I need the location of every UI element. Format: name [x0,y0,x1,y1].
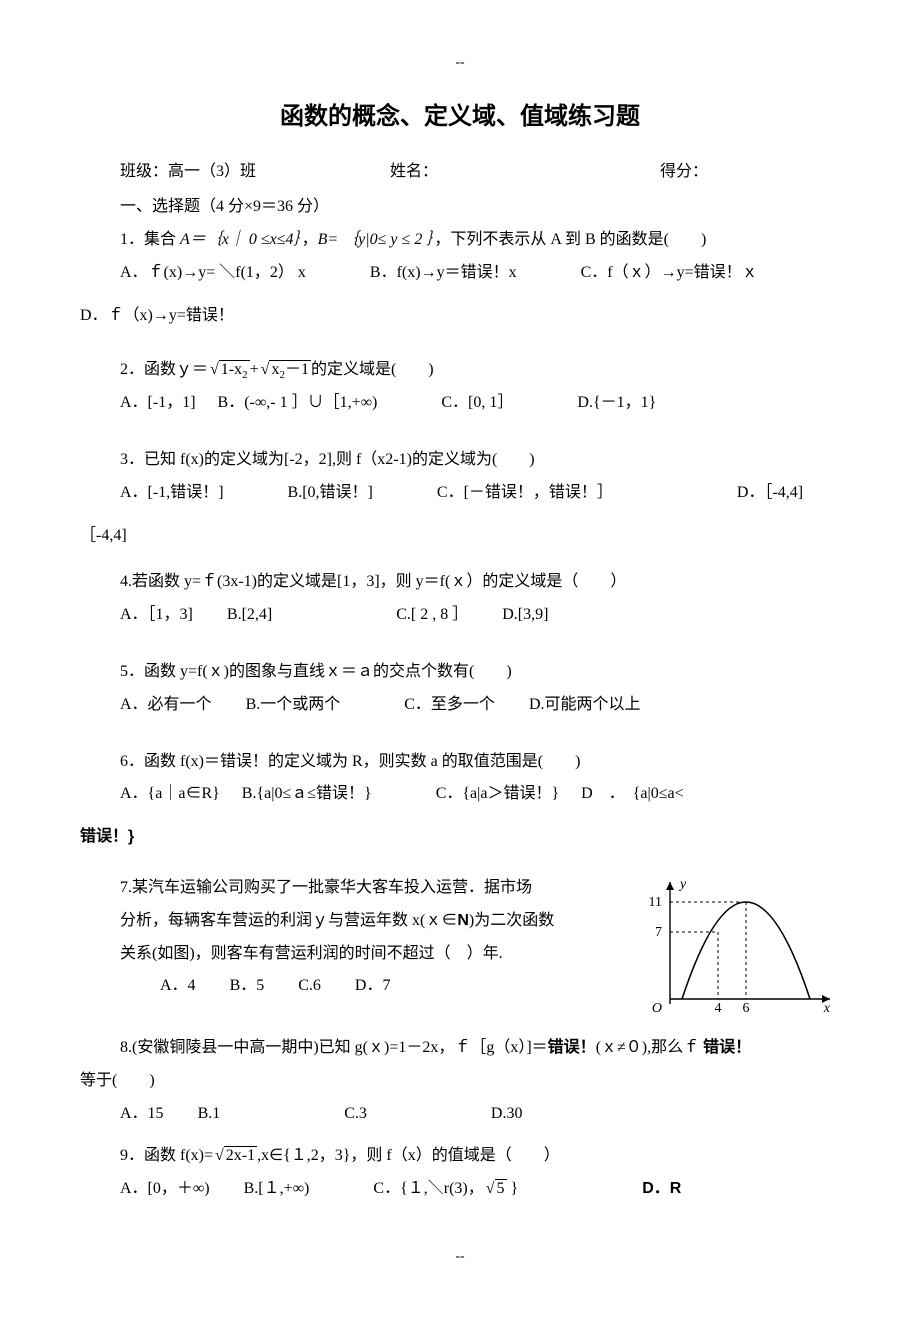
q9-options: A．[0，＋∞) B.[１,+∞) C．{１,＼r(3)，5 } D．R [80,1175,840,1204]
q7-chart: x y O 11 7 4 6 [640,874,840,1014]
q2-options: A．[-1，1] B．(-∞,- 1 ］∪［1,+∞) C．[0, 1］ D.{… [80,389,840,418]
q2-optD: D.{－1，1} [577,394,656,411]
q2-optC: C．[0, 1］ [441,394,513,411]
question-7-block: x y O 11 7 4 6 7.某汽车运输公司购买了一批豪华大客车投入运营．据… [80,874,840,1001]
q3-optC: C．[－错误！，错误！］ [437,484,613,501]
student-info-line: 班级：高一（3）班 姓名： 得分： [80,158,840,187]
question-5: 5．函数 y=f(ｘ)的图象与直线ｘ＝ａ的交点个数有( ) [80,658,840,687]
q6-optA: A．{a｜a∈R} [120,785,220,802]
section-1-heading: 一、选择题（4 分×9＝36 分） [80,193,840,222]
q1-optD: D．ｆ（x)→y=错误！ [80,307,234,324]
q9-optC: C．{１,＼r(3)，5 } [373,1180,518,1197]
q3-optD-tail: ［-4,4] [80,522,840,551]
page-header-dash: -- [80,50,840,75]
class-label: 班级：高一（3）班 [120,158,390,187]
q1-optA: A．ｆ(x)→y= ＼f(1，2） x [120,264,306,281]
q2-optA: A．[-1，1] [120,394,196,411]
question-8: 8.(安徽铜陵县一中高一期中)已知 g(ｘ)=1－2x，ｆ［g（x）]＝错误！(… [80,1034,840,1063]
q6-optC: C．{a|a＞错误！} [436,785,559,802]
q9-optD: D．R [642,1180,681,1197]
q3-options: A．[-1,错误！] B.[0,错误！] C．[－错误！，错误！］ D．［-4,… [80,479,840,508]
q1-setA: A＝｛x｜ 0 ≤x≤4｝ [180,231,302,248]
svg-text:7: 7 [655,925,662,940]
question-3: 3．已知 f(x)的定义域为[-2，2],则 f（x2-1)的定义域为( ) [80,446,840,475]
q8-optB: B.1 [198,1105,221,1122]
q3-optB: B.[0,错误！] [288,484,373,501]
q4-optC: C.[ 2 , 8 ］ [396,606,468,623]
question-1: 1．集合 A＝｛x｜ 0 ≤x≤4｝，B= ｛y|0≤ y ≤ 2 ｝，下列不表… [80,226,840,255]
q8-optD: D.30 [491,1105,523,1122]
page-footer-dash: -- [80,1244,840,1269]
q7-optB: B．5 [230,977,265,994]
sqrt4-icon: 5 [484,1175,507,1204]
name-label: 姓名： [390,158,660,187]
score-label: 得分： [660,158,840,187]
svg-text:11: 11 [649,895,662,910]
sqrt3-icon: 2x-1 [213,1142,257,1171]
q5-optD: D.可能两个以上 [529,696,641,713]
q2-optB: B．(-∞,- 1 ］∪［1,+∞) [218,394,378,411]
q6-optB: B.{a|0≤ａ≤错误！} [242,785,372,802]
q6-options-line1: A．{a｜a∈R} B.{a|0≤ａ≤错误！} C．{a|a＞错误！} D ． … [80,780,840,809]
q5-options: A．必有一个 B.一个或两个 C．至多一个 D.可能两个以上 [80,691,840,720]
q3-optD: D．［-4,4] [737,484,803,501]
q6-optD-tail: 错误！} [80,823,840,852]
q4-options: A．［1，3] B.[2,4] C.[ 2 , 8 ］ D.[3,9] [80,601,840,630]
q8-options: A．15 B.1 C.3 D.30 [80,1100,840,1129]
q1-setB: B= ｛y|0≤ y ≤ 2 ｝ [318,231,435,248]
q2-stem-post: 的定义域是( ) [311,361,434,378]
q1-options-line1: A．ｆ(x)→y= ＼f(1，2） x B．f(x)→y＝错误！x C．f（ｘ）… [80,259,840,288]
q5-optC: C．至多一个 [404,696,495,713]
svg-text:6: 6 [743,1001,750,1014]
q1-optB: B．f(x)→y＝错误！x [370,264,517,281]
sqrt2-icon: x2－1 [259,356,311,385]
q8-optC: C.3 [344,1105,367,1122]
q4-optB: B.[2,4] [227,606,272,623]
q2-stem-pre: 2．函数ｙ＝ [120,361,208,378]
question-4: 4.若函数 y=ｆ(3x-1)的定义域是[1，3]，则 y＝f(ｘ）的定义域是（… [80,568,840,597]
q3-optA: A．[-1,错误！] [120,484,224,501]
q1-stem-pre: 1．集合 [120,231,180,248]
q8-optA: A．15 [120,1105,164,1122]
question-6: 6．函数 f(x)＝错误！的定义域为 R，则实数 a 的取值范围是( ) [80,748,840,777]
q2-plus: + [250,361,259,378]
q6-optD-pre: D ． {a|0≤a< [581,785,683,802]
q5-optA: A．必有一个 [120,696,212,713]
question-9: 9．函数 f(x)=2x-1,x∈{１,2，3}，则 f（x）的值域是（ ） [80,1142,840,1171]
q8-tail: 等于( ) [80,1067,840,1096]
q1-stem-post: ，下列不表示从 A 到 B 的函数是( ) [434,231,706,248]
q4-optA: A．［1，3] [120,606,193,623]
q9-optB: B.[１,+∞) [244,1180,310,1197]
svg-text:x: x [823,1001,831,1014]
q1-mid: ， [302,231,318,248]
q5-optB: B.一个或两个 [246,696,341,713]
svg-text:y: y [678,877,687,892]
sqrt1-icon: 1-x2 [208,356,250,385]
q1-optD-line: D．ｆ（x)→y=错误！ [80,302,840,331]
svg-text:4: 4 [715,1001,722,1014]
q7-optD: D．7 [355,977,391,994]
q7-optC: C.6 [298,977,321,994]
q1-optC: C．f（ｘ）→y=错误！ｘ [581,264,758,281]
q4-optD: D.[3,9] [502,606,548,623]
q9-optA: A．[0，＋∞) [120,1180,210,1197]
svg-text:O: O [652,1001,662,1014]
question-2: 2．函数ｙ＝1-x2+x2－1的定义域是( ) [80,356,840,385]
page-title: 函数的概念、定义域、值域练习题 [80,95,840,138]
q7-optA: A．4 [160,977,196,994]
